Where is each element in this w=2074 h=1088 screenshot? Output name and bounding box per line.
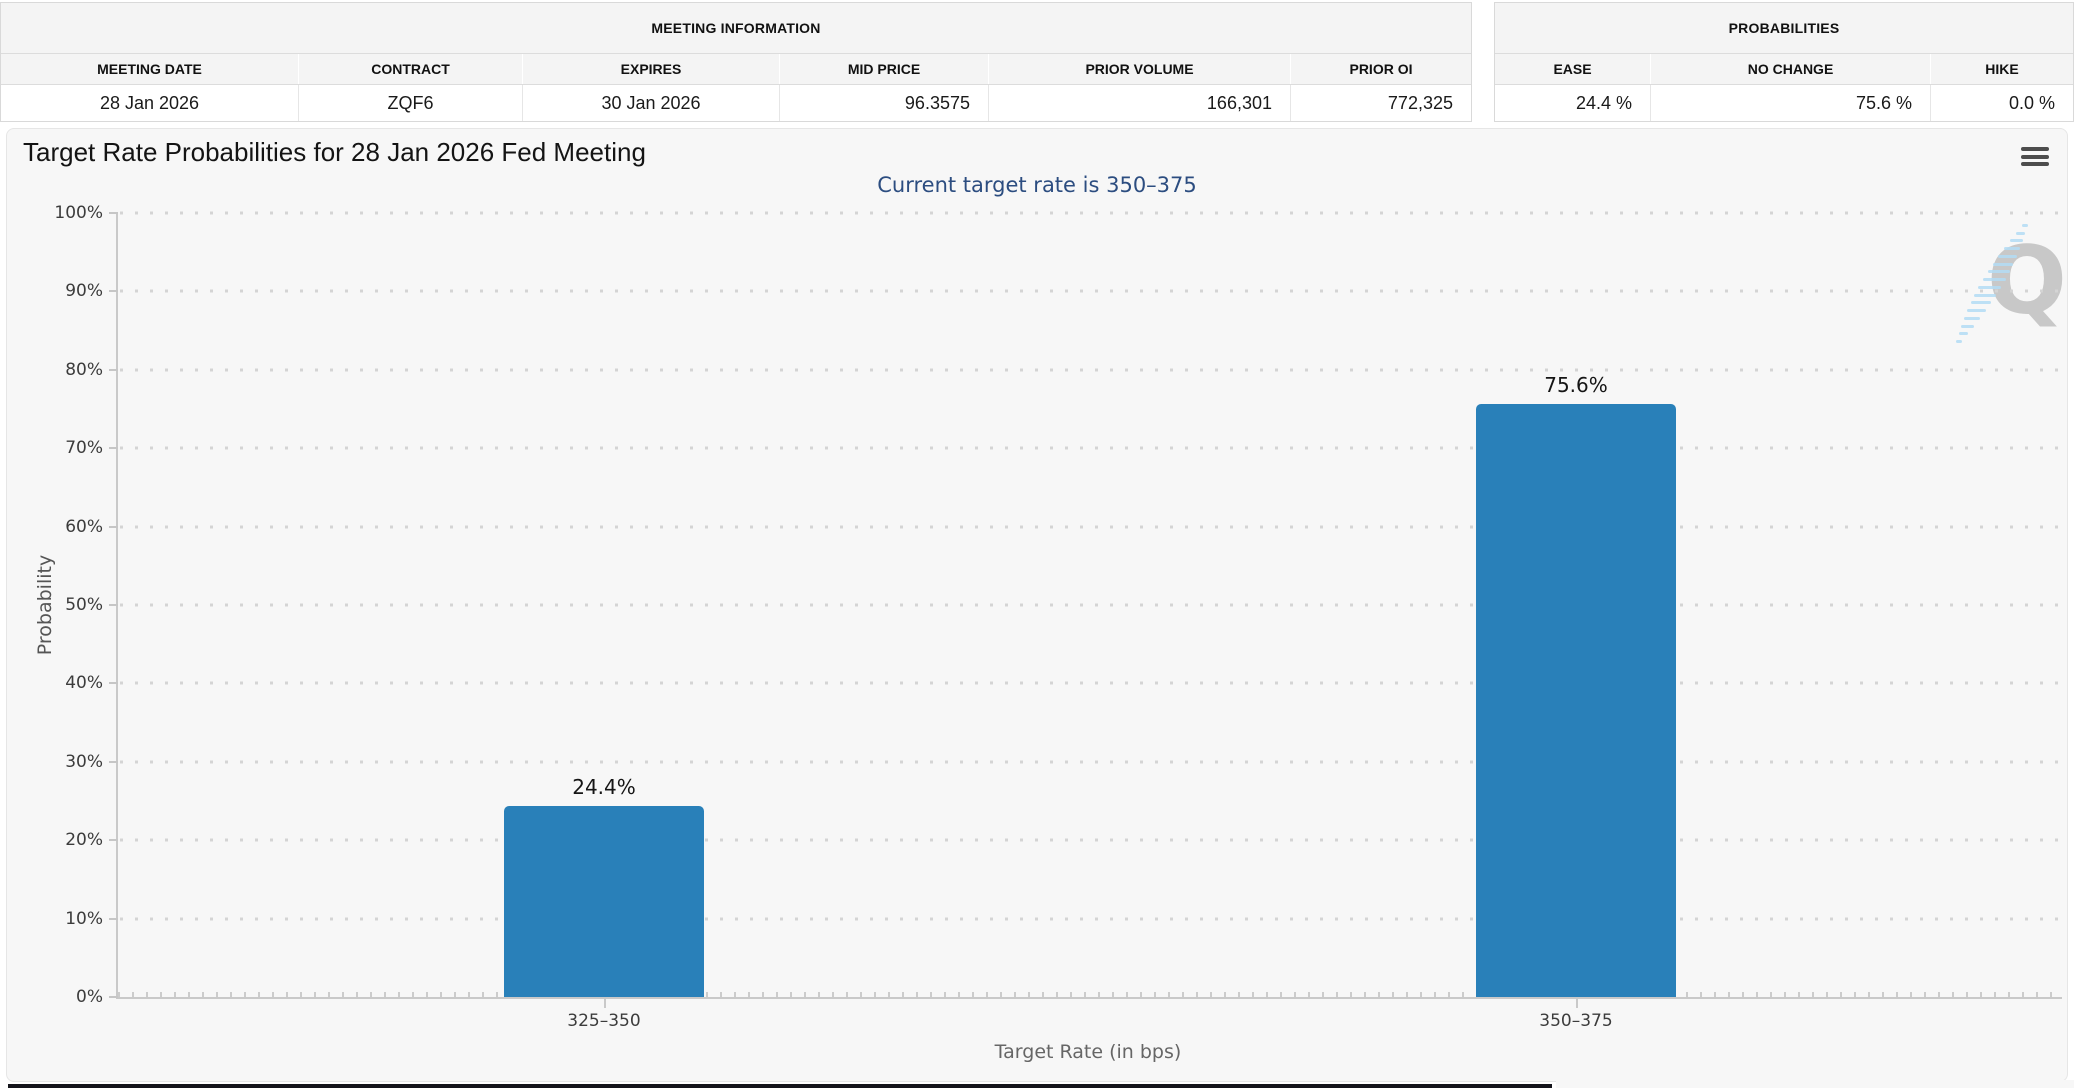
value-prior-oi: 772,325 — [1387, 92, 1453, 113]
col-header-mid-price: MID PRICE — [780, 54, 989, 84]
chart-menu-icon[interactable] — [2021, 147, 2049, 169]
x-axis-tick-label: 350–375 — [1539, 1011, 1613, 1031]
gridline — [120, 525, 2062, 529]
y-axis-tick-label: 100% — [54, 203, 103, 223]
chart-subtitle: Current target rate is 350–375 — [877, 173, 1197, 197]
y-axis-tick — [109, 917, 118, 920]
gridline — [120, 760, 2062, 764]
y-axis-tick-label: 80% — [65, 359, 103, 380]
target-rate-chart-panel: Target Rate Probabilities for 28 Jan 202… — [6, 128, 2068, 1082]
probability-bar[interactable] — [1476, 404, 1676, 997]
chart-title: Target Rate Probabilities for 28 Jan 202… — [23, 137, 646, 167]
col-header-no-change: NO CHANGE — [1651, 54, 1931, 84]
y-axis-tick — [109, 996, 118, 998]
probabilities-title: PROBABILITIES — [1495, 3, 2073, 54]
meeting-information-value-row: 28 Jan 2026 ZQF6 30 Jan 2026 96.3575 166… — [1, 85, 1471, 121]
next-section-top-edge — [8, 1084, 1552, 1088]
y-axis-tick — [109, 604, 118, 606]
value-contract: ZQF6 — [299, 85, 523, 121]
category-band: 24.4% 325–350 — [118, 213, 1090, 1031]
probabilities-table: PROBABILITIES EASE NO CHANGE HIKE 24.4 %… — [1494, 2, 2074, 122]
menu-bar — [2021, 162, 2049, 166]
y-axis-tick — [109, 447, 118, 450]
y-axis-tick — [109, 839, 118, 842]
y-axis-tick-label: 90% — [65, 281, 103, 302]
y-axis-tick-label: 40% — [65, 673, 103, 694]
value-prior-volume: 166,301 — [989, 85, 1291, 121]
gridline — [120, 446, 2062, 450]
plot-area: 0% 10% 20% 30% 40% 50% 60% 70% 80% 90% 100% 24.4% 32… — [54, 203, 2062, 1031]
gridline — [120, 838, 2062, 842]
col-header-meeting-date: MEETING DATE — [1, 54, 299, 84]
x-axis-minor-ticks — [118, 992, 2062, 997]
y-axis-tick — [109, 290, 118, 293]
col-header-ease: EASE — [1495, 54, 1651, 84]
y-axis-tick-label: 10% — [65, 908, 103, 929]
value-no-change: 75.6 % — [1651, 85, 1931, 121]
value-meeting-date: 28 Jan 2026 — [1, 85, 299, 121]
y-axis-tick-label: 30% — [65, 751, 103, 772]
bar-value-label: 75.6% — [1544, 373, 1608, 398]
x-axis-tick-label: 325–350 — [567, 1011, 641, 1031]
y-axis-tick-label: 70% — [65, 438, 103, 459]
meeting-information-table: MEETING INFORMATION MEETING DATE CONTRAC… — [0, 2, 1472, 122]
x-axis-tick — [1576, 999, 1578, 1008]
y-axis-tick — [109, 525, 118, 528]
value-mid-price: 96.3575 — [780, 85, 989, 121]
col-header-hike: HIKE — [1985, 61, 2019, 77]
y-axis-tick — [109, 682, 118, 685]
gridline — [120, 289, 2062, 293]
value-hike: 0.0 % — [2008, 92, 2055, 113]
meeting-information-header-row: MEETING DATE CONTRACT EXPIRES MID PRICE … — [1, 54, 1471, 85]
gridline — [120, 603, 2062, 607]
gridline — [120, 917, 2062, 921]
gridline — [120, 681, 2062, 685]
y-axis-tick — [109, 368, 118, 371]
y-axis-tick-label: 0% — [76, 987, 103, 1007]
gridline — [120, 368, 2062, 372]
col-header-contract: CONTRACT — [299, 54, 523, 84]
probabilities-value-row: 24.4 % 75.6 % 0.0 % — [1495, 85, 2073, 121]
gridline — [120, 211, 2062, 215]
value-expires: 30 Jan 2026 — [523, 85, 780, 121]
next-panel-edge — [1556, 1080, 2074, 1088]
bar-value-label: 24.4% — [572, 774, 636, 799]
category-band: 75.6% 350–375 — [1090, 213, 2062, 1031]
y-axis-tick-label: 20% — [65, 830, 103, 851]
y-axis-tick — [109, 212, 118, 214]
y-axis-tick-label: 60% — [65, 516, 103, 537]
menu-bar — [2021, 147, 2049, 151]
col-header-prior-oi: PRIOR OI — [1349, 61, 1413, 77]
col-header-prior-volume: PRIOR VOLUME — [989, 54, 1291, 84]
y-axis-tick — [109, 760, 118, 763]
y-axis-tick-label: 50% — [65, 595, 103, 615]
value-ease: 24.4 % — [1495, 85, 1651, 121]
meeting-information-title: MEETING INFORMATION — [1, 3, 1471, 54]
col-header-expires: EXPIRES — [523, 54, 780, 84]
menu-bar — [2021, 154, 2049, 159]
y-axis-title: Probability — [34, 554, 56, 656]
x-axis-title: Target Rate (in bps) — [994, 1041, 1182, 1063]
probability-bar[interactable] — [504, 805, 704, 997]
probabilities-header-row: EASE NO CHANGE HIKE — [1495, 54, 2073, 85]
x-axis-tick — [604, 999, 606, 1008]
